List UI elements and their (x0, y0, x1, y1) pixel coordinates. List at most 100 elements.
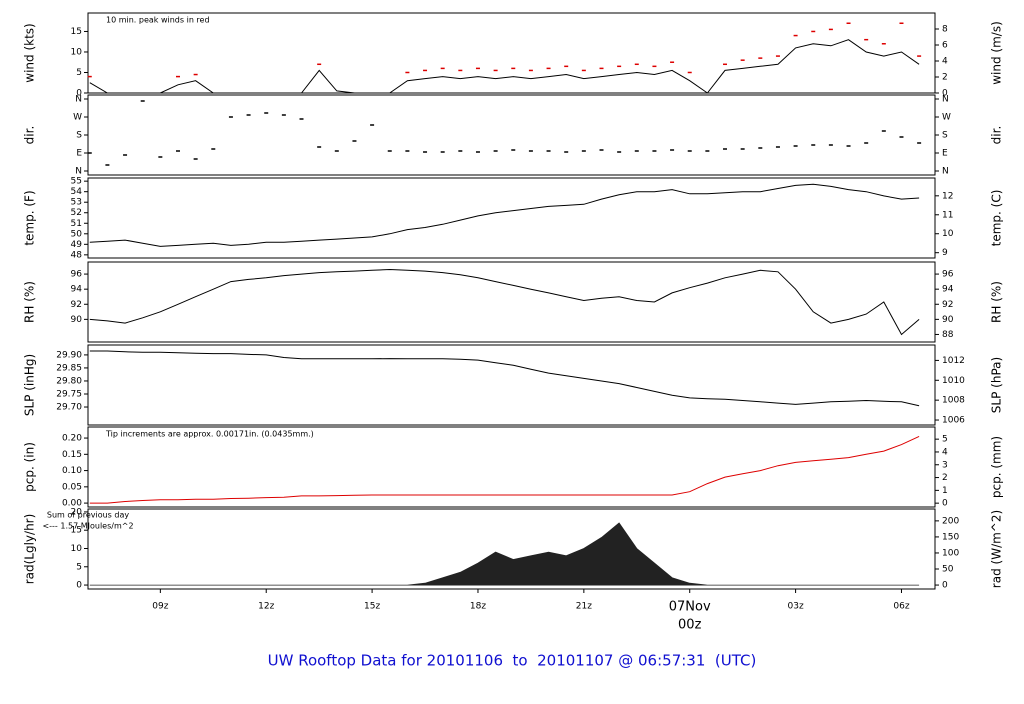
y-tick-label: 29.85 (56, 363, 82, 373)
y2-tick-label: W (942, 113, 951, 123)
panel-frame (87, 426, 936, 508)
x-tick-label: 06z (893, 602, 909, 612)
y-tick-label: 53 (71, 198, 82, 208)
y-tick-label: 29.70 (56, 403, 82, 413)
y-tick-label: 0 (76, 89, 82, 99)
panel-frame (87, 344, 936, 426)
y2-tick-label: 6 (942, 41, 948, 51)
y-tick-label: 54 (71, 187, 83, 197)
y2-tick-label: 100 (942, 548, 959, 558)
y-tick-label: N (75, 95, 82, 105)
y-tick-label: 20 (71, 507, 83, 517)
panel-frame (87, 12, 936, 94)
y2-tick-label: 94 (942, 285, 954, 295)
y-axis-label: pcp. (in) (23, 442, 37, 492)
y2-tick-label: 4 (942, 447, 948, 457)
y-axis-label: rad(Lgly/hr) (23, 514, 37, 585)
line (89, 183, 920, 247)
y2-tick-label: 11 (942, 210, 953, 220)
x-tick-label: 00z (678, 618, 702, 633)
y2-tick-label: 2 (942, 473, 948, 483)
y2-tick-label: 5 (942, 435, 948, 445)
y2-tick-label: 1012 (942, 356, 965, 366)
y-tick-label: 48 (71, 250, 83, 260)
line (89, 350, 920, 407)
y-tick-label: 0.05 (62, 482, 82, 492)
panel-frame (87, 94, 936, 176)
y2-axis-label: pcp. (mm) (990, 436, 1004, 498)
y-tick-label: 50 (71, 229, 83, 239)
y2-tick-label: N (942, 167, 949, 177)
y-tick-label: W (73, 113, 82, 123)
x-tick-label: 12z (258, 602, 274, 612)
y2-axis-label: RH (%) (990, 281, 1004, 323)
y2-axis-label: wind (m/s) (990, 21, 1004, 85)
y-tick-label: 90 (71, 315, 83, 325)
y2-tick-label: 1008 (942, 396, 965, 406)
x-tick-label: 03z (788, 602, 804, 612)
y2-tick-label: 8 (942, 25, 948, 35)
y-tick-label: 55 (71, 177, 82, 187)
y-tick-label: 29.90 (56, 350, 82, 360)
panel-frame (87, 261, 936, 343)
y2-tick-label: 50 (942, 565, 954, 575)
y2-tick-label: 1010 (942, 376, 965, 386)
y-tick-label: 0.20 (62, 434, 82, 444)
y-tick-label: N (75, 167, 82, 177)
y2-tick-label: 10 (942, 229, 954, 239)
y2-axis-label: temp. (C) (990, 190, 1004, 247)
y-tick-label: 10 (71, 544, 83, 554)
y2-axis-label: dir. (990, 126, 1004, 145)
y-tick-label: 51 (71, 219, 82, 229)
annotation: <--- 1.57 MJoules/m^2 (42, 522, 133, 531)
y-tick-label: S (76, 131, 82, 141)
x-tick-label: 15z (364, 602, 380, 612)
y2-tick-label: 2 (942, 73, 948, 83)
panel-frame (87, 177, 936, 259)
y-axis-label: SLP (inHg) (23, 354, 37, 416)
y2-tick-label: 200 (942, 516, 959, 526)
y-axis-label: wind (kts) (23, 23, 37, 82)
y-tick-label: 5 (76, 562, 82, 572)
y-tick-label: 29.80 (56, 376, 82, 386)
y-axis-label: dir. (23, 126, 37, 145)
y-tick-label: 92 (71, 300, 82, 310)
y-tick-label: 49 (71, 240, 83, 250)
y2-tick-label: 12 (942, 191, 953, 201)
y2-tick-label: 96 (942, 270, 954, 280)
y-tick-label: 5 (76, 68, 82, 78)
y2-axis-label: SLP (hPa) (990, 357, 1004, 413)
y-tick-label: 15 (71, 526, 82, 536)
y-tick-label: 29.75 (56, 389, 82, 399)
y2-tick-label: N (942, 95, 949, 105)
y2-tick-label: S (942, 131, 948, 141)
y2-tick-label: 1 (942, 486, 948, 496)
y2-tick-label: 0 (942, 499, 948, 509)
y2-tick-label: 92 (942, 300, 953, 310)
y-tick-label: 94 (71, 285, 83, 295)
x-day-label: 07Nov (669, 600, 711, 615)
annotation: Sum of previous day (47, 511, 129, 520)
footer: UW Rooftop Data for 20101106 to 20101107… (268, 652, 757, 670)
y-tick-label: 10 (71, 47, 83, 57)
y2-tick-label: 150 (942, 532, 959, 542)
y-tick-label: 0 (76, 581, 82, 591)
line (89, 435, 920, 504)
x-tick-label: 21z (576, 602, 592, 612)
y2-tick-label: 9 (942, 248, 948, 258)
y2-tick-label: 90 (942, 315, 954, 325)
y2-tick-label: 4 (942, 57, 948, 67)
x-tick-label: 18z (470, 602, 486, 612)
y2-tick-label: 88 (942, 330, 954, 340)
y-axis-label: RH (%) (23, 281, 37, 323)
y-axis-label: temp. (F) (23, 190, 37, 245)
y2-axis-label: rad (W/m^2) (990, 510, 1004, 588)
line (89, 39, 920, 94)
y-tick-label: 0.15 (62, 450, 82, 460)
y-tick-label: 52 (71, 208, 82, 218)
annotation: Tip increments are approx. 0.00171in. (0… (105, 430, 314, 439)
line (89, 268, 920, 336)
y2-tick-label: 0 (942, 89, 948, 99)
